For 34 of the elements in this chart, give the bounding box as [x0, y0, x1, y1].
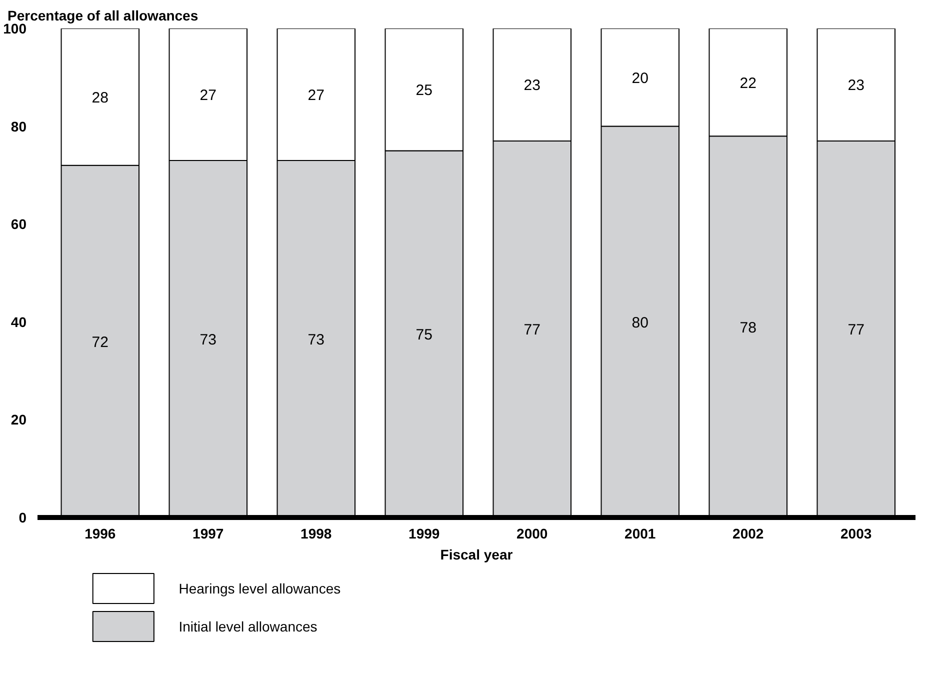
data-label: 77: [848, 322, 864, 339]
legend-label: Hearings level allowances: [178, 580, 341, 596]
x-axis-title: Fiscal year: [440, 546, 514, 562]
data-label: 78: [740, 319, 756, 336]
data-label: 80: [632, 314, 648, 332]
data-label: 27: [308, 87, 324, 104]
y-tick-label: 20: [10, 412, 27, 428]
x-tick-label: 1997: [192, 526, 224, 542]
y-tick-label: 80: [10, 118, 27, 134]
data-label: 72: [92, 334, 108, 351]
y-tick-label: 100: [3, 20, 27, 36]
y-tick-label: 40: [10, 314, 27, 330]
data-label: 75: [416, 326, 432, 344]
data-label: 23: [524, 77, 540, 94]
legend-label: Initial level allowances: [178, 618, 318, 634]
data-label: 28: [92, 89, 108, 106]
x-tick-label: 1996: [84, 526, 116, 542]
x-tick-label: 2003: [840, 526, 872, 542]
data-label: 27: [200, 87, 216, 104]
data-label: 73: [308, 332, 324, 349]
data-label: 20: [632, 70, 648, 87]
y-tick-label: 60: [10, 216, 27, 232]
x-tick-label: 2000: [516, 526, 548, 542]
data-label: 77: [524, 322, 540, 339]
x-tick-label: 2002: [732, 526, 764, 542]
data-label: 25: [416, 82, 432, 100]
y-axis-title: Percentage of all allowances: [8, 8, 198, 24]
data-label: 22: [740, 74, 756, 92]
x-tick-label: 1999: [408, 526, 440, 542]
data-label: 73: [200, 332, 216, 349]
x-tick-label: 2001: [624, 526, 656, 542]
y-tick-label: 0: [18, 510, 27, 526]
data-label: 23: [848, 77, 864, 94]
x-tick-label: 1998: [300, 526, 332, 542]
